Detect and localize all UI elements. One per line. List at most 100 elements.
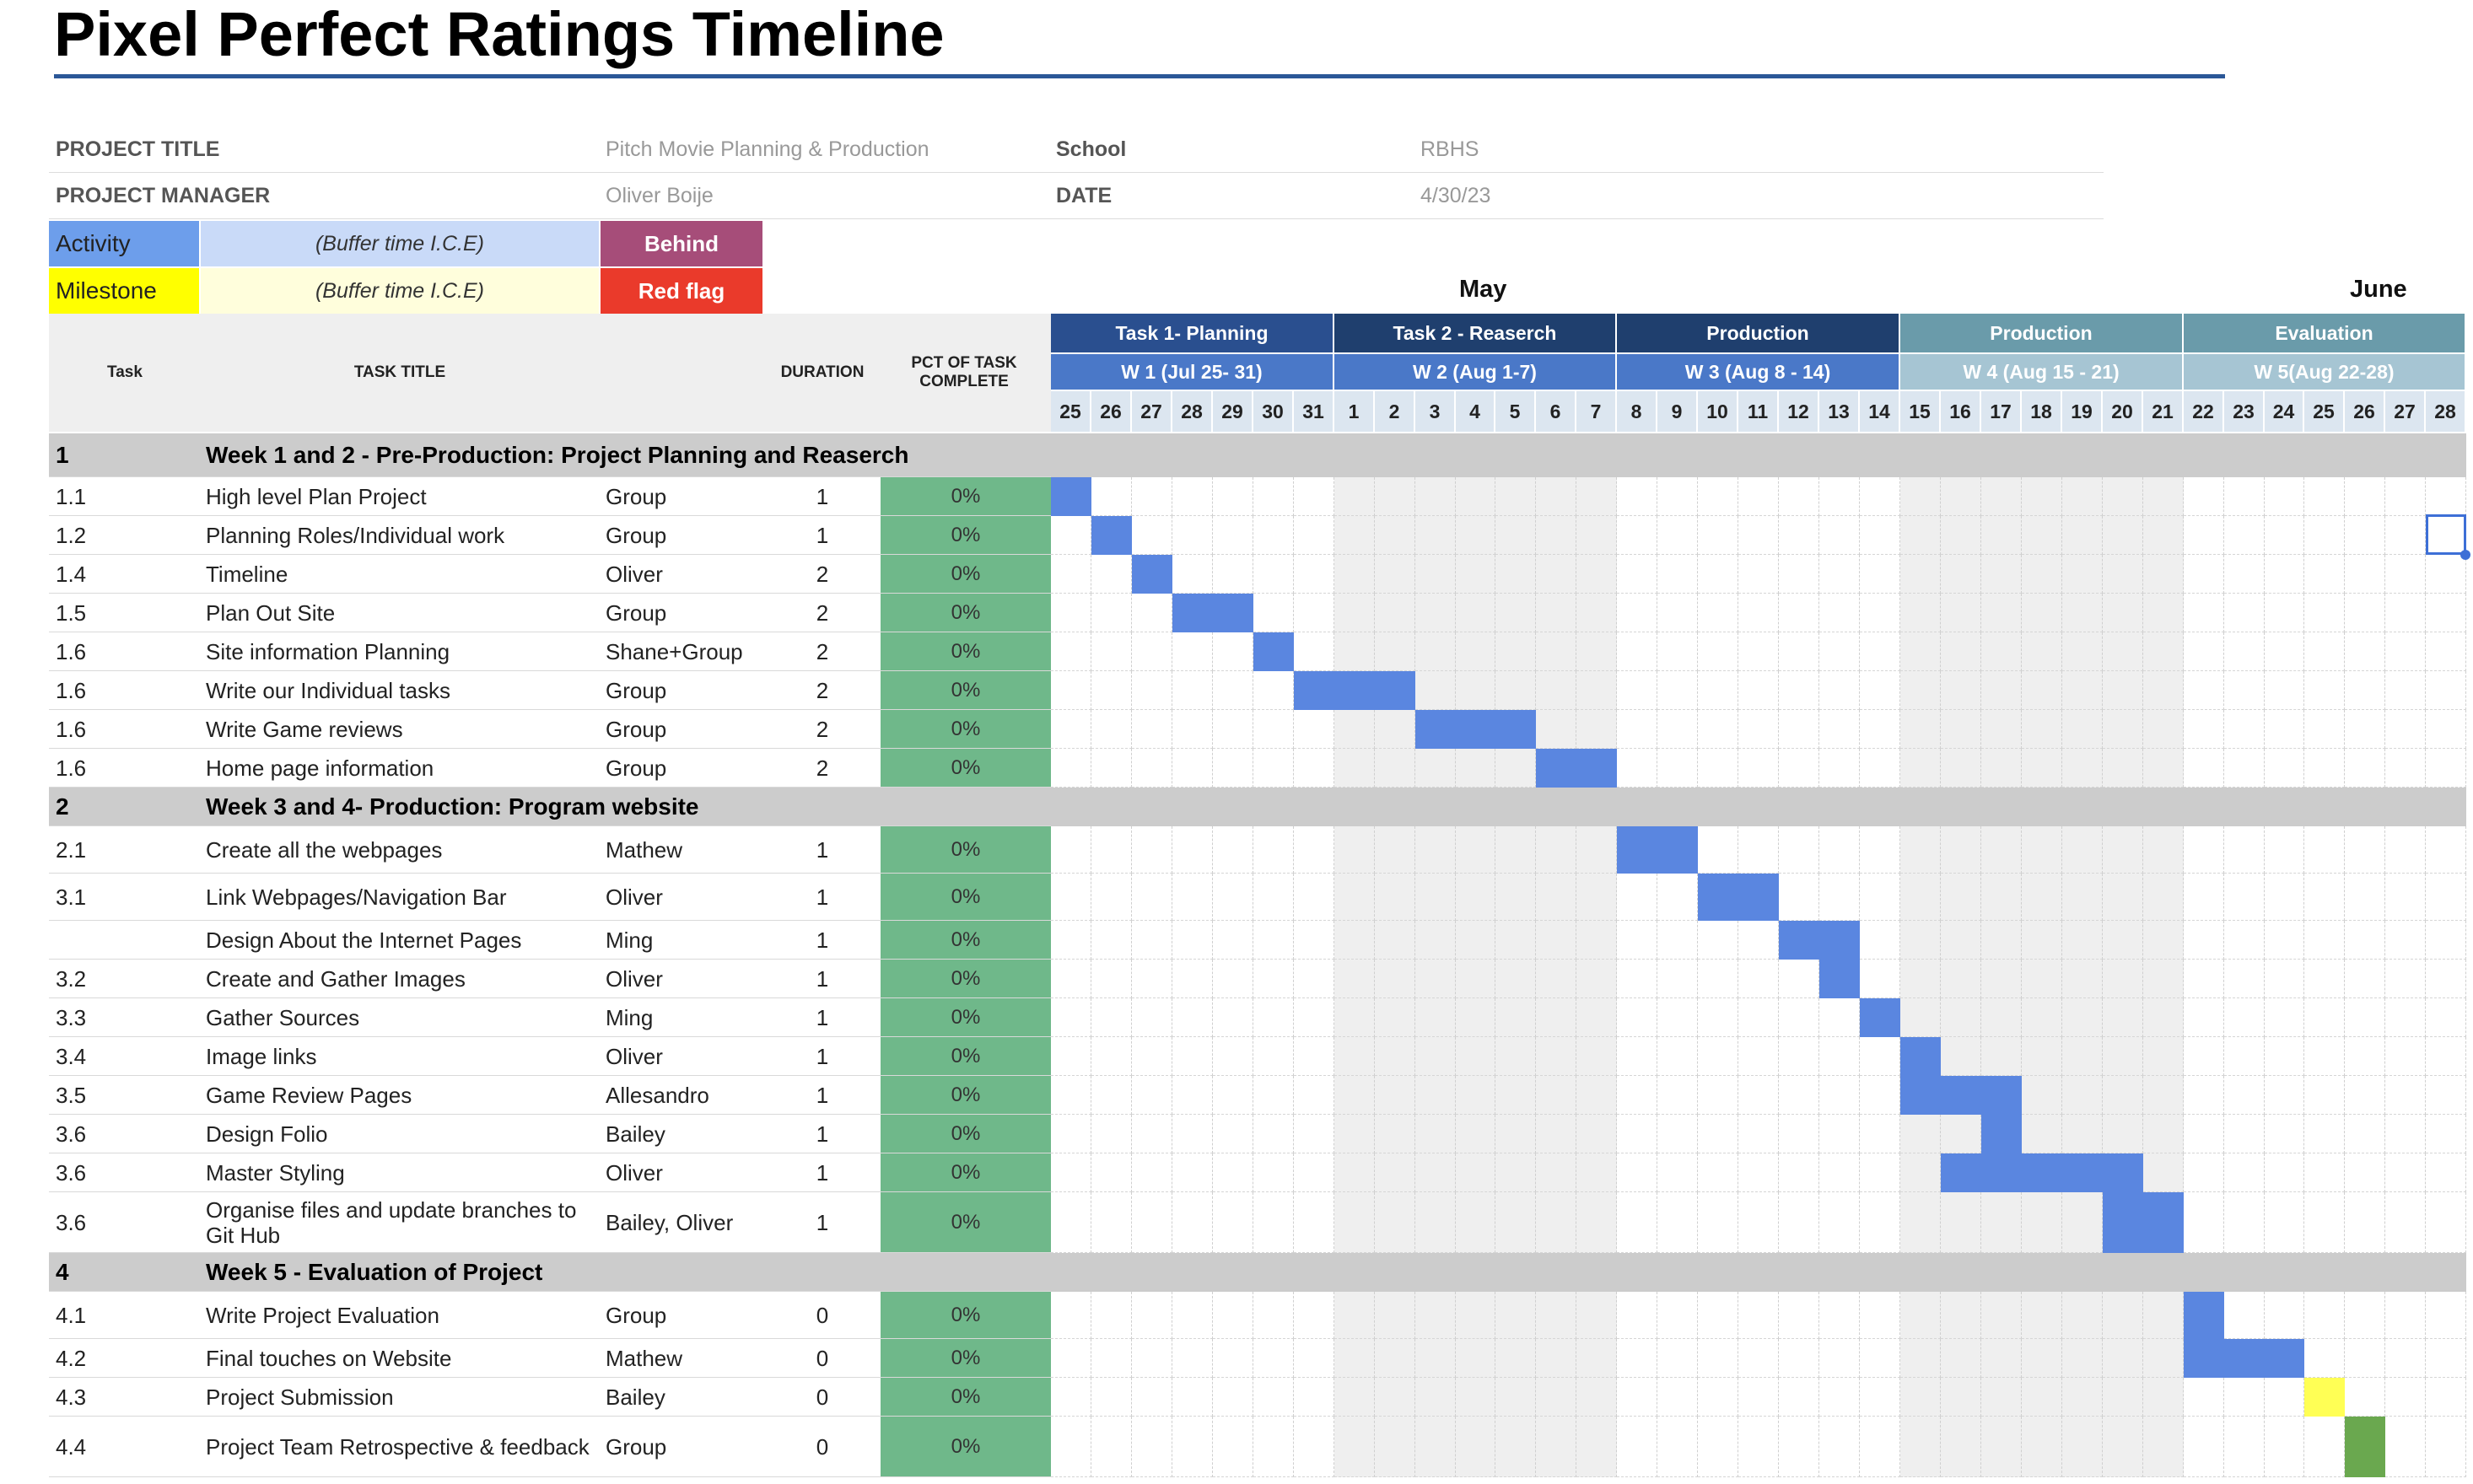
gantt-day-cell[interactable]: [2062, 710, 2103, 749]
gantt-day-cell[interactable]: [2265, 594, 2304, 632]
gantt-day-cell[interactable]: [1375, 555, 1415, 594]
gantt-day-cell[interactable]: [1617, 1192, 1657, 1253]
gantt-day-cell[interactable]: [1334, 594, 1375, 632]
gantt-day-cell[interactable]: [2184, 671, 2224, 710]
gantt-day-cell[interactable]: [1415, 1417, 1456, 1477]
task-duration[interactable]: 1: [816, 523, 829, 548]
gantt-day-cell[interactable]: [1091, 998, 1132, 1037]
gantt-day-cell[interactable]: [1657, 516, 1698, 555]
gantt-day-cell[interactable]: [1051, 594, 1091, 632]
gantt-day-cell[interactable]: [1941, 874, 1981, 921]
gantt-day-cell[interactable]: [2022, 477, 2062, 516]
gantt-day-cell[interactable]: [2022, 516, 2062, 555]
gantt-bar-cell[interactable]: [1900, 1037, 1941, 1076]
gantt-day-cell[interactable]: [1375, 1292, 1415, 1339]
gantt-day-cell[interactable]: [1779, 1076, 1819, 1115]
task-id[interactable]: 1.2: [56, 523, 87, 548]
gantt-day-cell[interactable]: [2022, 1339, 2062, 1378]
gantt-day-cell[interactable]: [1981, 1037, 2022, 1076]
gantt-day-cell[interactable]: [1294, 960, 1334, 998]
gantt-day-cell[interactable]: [2184, 1378, 2224, 1417]
gantt-day-cell[interactable]: [2426, 477, 2466, 516]
gantt-day-cell[interactable]: [1981, 1417, 2022, 1477]
gantt-bar-cell[interactable]: [1698, 874, 1738, 921]
gantt-day-cell[interactable]: [1132, 516, 1172, 555]
gantt-day-cell[interactable]: [1091, 632, 1132, 671]
gantt-bar-cell[interactable]: [1900, 1076, 1941, 1115]
gantt-day-cell[interactable]: [1779, 710, 1819, 749]
task-title[interactable]: Image links: [206, 1044, 317, 1069]
gantt-day-cell[interactable]: [1981, 1292, 2022, 1339]
gantt-day-cell[interactable]: [1132, 874, 1172, 921]
gantt-day-cell[interactable]: [2143, 749, 2184, 788]
gantt-day-cell[interactable]: [1051, 749, 1091, 788]
task-pct-complete[interactable]: 0%: [881, 1292, 1051, 1339]
gantt-day-cell[interactable]: [1051, 1192, 1091, 1253]
gantt-day-cell[interactable]: [1051, 710, 1091, 749]
gantt-day-cell[interactable]: [2143, 1417, 2184, 1477]
task-title[interactable]: Timeline: [206, 562, 288, 587]
gantt-day-cell[interactable]: [2062, 555, 2103, 594]
task-owner[interactable]: Shane+Group: [606, 639, 743, 664]
gantt-day-cell[interactable]: [1132, 998, 1172, 1037]
task-owner[interactable]: Oliver: [606, 1044, 663, 1069]
gantt-day-cell[interactable]: [1213, 826, 1253, 874]
gantt-day-cell[interactable]: [1819, 1076, 1860, 1115]
gantt-day-cell[interactable]: [1495, 960, 1536, 998]
gantt-day-cell[interactable]: [2103, 477, 2143, 516]
gantt-day-cell[interactable]: [1132, 1378, 1172, 1417]
gantt-day-cell[interactable]: [1294, 998, 1334, 1037]
gantt-day-cell[interactable]: [1172, 998, 1213, 1037]
gantt-day-cell[interactable]: [1253, 1076, 1294, 1115]
gantt-day-cell[interactable]: [1536, 826, 1576, 874]
gantt-day-cell[interactable]: [2385, 671, 2426, 710]
gantt-day-cell[interactable]: [1576, 1115, 1617, 1153]
gantt-day-cell[interactable]: [1294, 1037, 1334, 1076]
gantt-day-cell[interactable]: [1536, 1037, 1576, 1076]
gantt-day-cell[interactable]: [1213, 1292, 1253, 1339]
gantt-day-cell[interactable]: [2385, 555, 2426, 594]
gantt-day-cell[interactable]: [1334, 960, 1375, 998]
gantt-day-cell[interactable]: [2345, 1037, 2385, 1076]
gantt-day-cell[interactable]: [1415, 960, 1456, 998]
gantt-day-cell[interactable]: [1900, 998, 1941, 1037]
task-id[interactable]: 1.1: [56, 484, 87, 509]
gantt-day-cell[interactable]: [1172, 960, 1213, 998]
gantt-day-cell[interactable]: [1051, 1292, 1091, 1339]
gantt-day-cell[interactable]: [2385, 1115, 2426, 1153]
gantt-day-cell[interactable]: [2426, 1292, 2466, 1339]
gantt-day-cell[interactable]: [1576, 1153, 1617, 1192]
gantt-day-cell[interactable]: [2062, 874, 2103, 921]
gantt-day-cell[interactable]: [1900, 921, 1941, 960]
gantt-day-cell[interactable]: [2062, 594, 2103, 632]
task-owner[interactable]: Group: [606, 717, 667, 742]
gantt-day-cell[interactable]: [1900, 671, 1941, 710]
gantt-day-cell[interactable]: [2385, 874, 2426, 921]
gantt-day-cell[interactable]: [1698, 1417, 1738, 1477]
gantt-bar-cell[interactable]: [1738, 874, 1779, 921]
gantt-bar-cell[interactable]: [1294, 671, 1334, 710]
gantt-day-cell[interactable]: [2385, 516, 2426, 555]
gantt-day-cell[interactable]: [1253, 1417, 1294, 1477]
gantt-day-cell[interactable]: [2345, 1292, 2385, 1339]
gantt-day-cell[interactable]: [2385, 594, 2426, 632]
gantt-day-cell[interactable]: [2345, 516, 2385, 555]
gantt-day-cell[interactable]: [1941, 1417, 1981, 1477]
gantt-day-cell[interactable]: [1698, 594, 1738, 632]
gantt-day-cell[interactable]: [1819, 632, 1860, 671]
gantt-day-cell[interactable]: [1860, 1153, 1900, 1192]
gantt-day-cell[interactable]: [2022, 998, 2062, 1037]
gantt-day-cell[interactable]: [1132, 1292, 1172, 1339]
gantt-day-cell[interactable]: [1941, 749, 1981, 788]
gantt-day-cell[interactable]: [2103, 516, 2143, 555]
gantt-day-cell[interactable]: [1860, 1115, 1900, 1153]
task-title[interactable]: Link Webpages/Navigation Bar: [206, 884, 507, 910]
gantt-day-cell[interactable]: [1495, 874, 1536, 921]
gantt-bar-cell[interactable]: [1051, 477, 1091, 516]
gantt-day-cell[interactable]: [1860, 826, 1900, 874]
gantt-day-cell[interactable]: [1294, 1076, 1334, 1115]
gantt-day-cell[interactable]: [1657, 1115, 1698, 1153]
gantt-day-cell[interactable]: [1738, 477, 1779, 516]
gantt-day-cell[interactable]: [1860, 1076, 1900, 1115]
gantt-day-cell[interactable]: [1495, 632, 1536, 671]
